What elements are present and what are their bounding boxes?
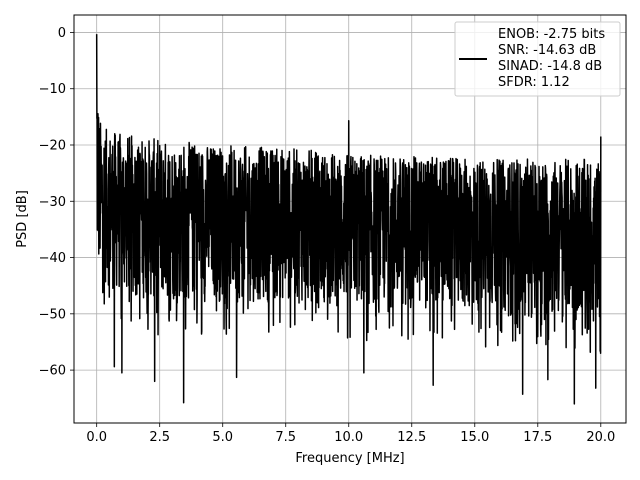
x-tick-label: 7.5 — [275, 430, 296, 445]
x-tick-label: 5.0 — [212, 430, 233, 445]
y-tick-label: −30 — [39, 195, 66, 210]
y-axis-ticks: 0 −10 −20 −30 −40 −50 −60 — [39, 26, 74, 379]
legend-sinad: SINAD: -14.8 dB — [498, 59, 602, 74]
psd-series-line — [95, 34, 602, 405]
y-tick-label: 0 — [58, 26, 66, 41]
x-tick-label: 2.5 — [149, 430, 170, 445]
x-tick-label: 12.5 — [397, 430, 426, 445]
y-tick-label: −60 — [39, 364, 66, 379]
x-tick-label: 17.5 — [523, 430, 552, 445]
x-axis-ticks: 0.0 2.5 5.0 7.5 10.0 12.5 15.0 17.5 20.0 — [86, 423, 615, 445]
legend-enob: ENOB: -2.75 bits — [498, 27, 605, 42]
y-tick-label: −10 — [39, 82, 66, 97]
y-tick-label: −50 — [39, 307, 66, 322]
x-tick-label: 20.0 — [586, 430, 615, 445]
x-tick-label: 0.0 — [86, 430, 107, 445]
y-axis-label: PSD [dB] — [15, 190, 30, 248]
y-tick-label: −20 — [39, 138, 66, 153]
legend-sfdr: SFDR: 1.12 — [498, 75, 570, 90]
x-axis-label: Frequency [MHz] — [295, 451, 404, 466]
x-tick-label: 15.0 — [460, 430, 489, 445]
x-tick-label: 10.0 — [334, 430, 363, 445]
legend-snr: SNR: -14.63 dB — [498, 43, 596, 58]
axes-frame — [73, 14, 627, 424]
legend: ENOB: -2.75 bits SNR: -14.63 dB SINAD: -… — [454, 21, 621, 97]
legend-box — [454, 21, 621, 97]
plot-area — [95, 34, 602, 405]
y-tick-label: −40 — [39, 251, 66, 266]
